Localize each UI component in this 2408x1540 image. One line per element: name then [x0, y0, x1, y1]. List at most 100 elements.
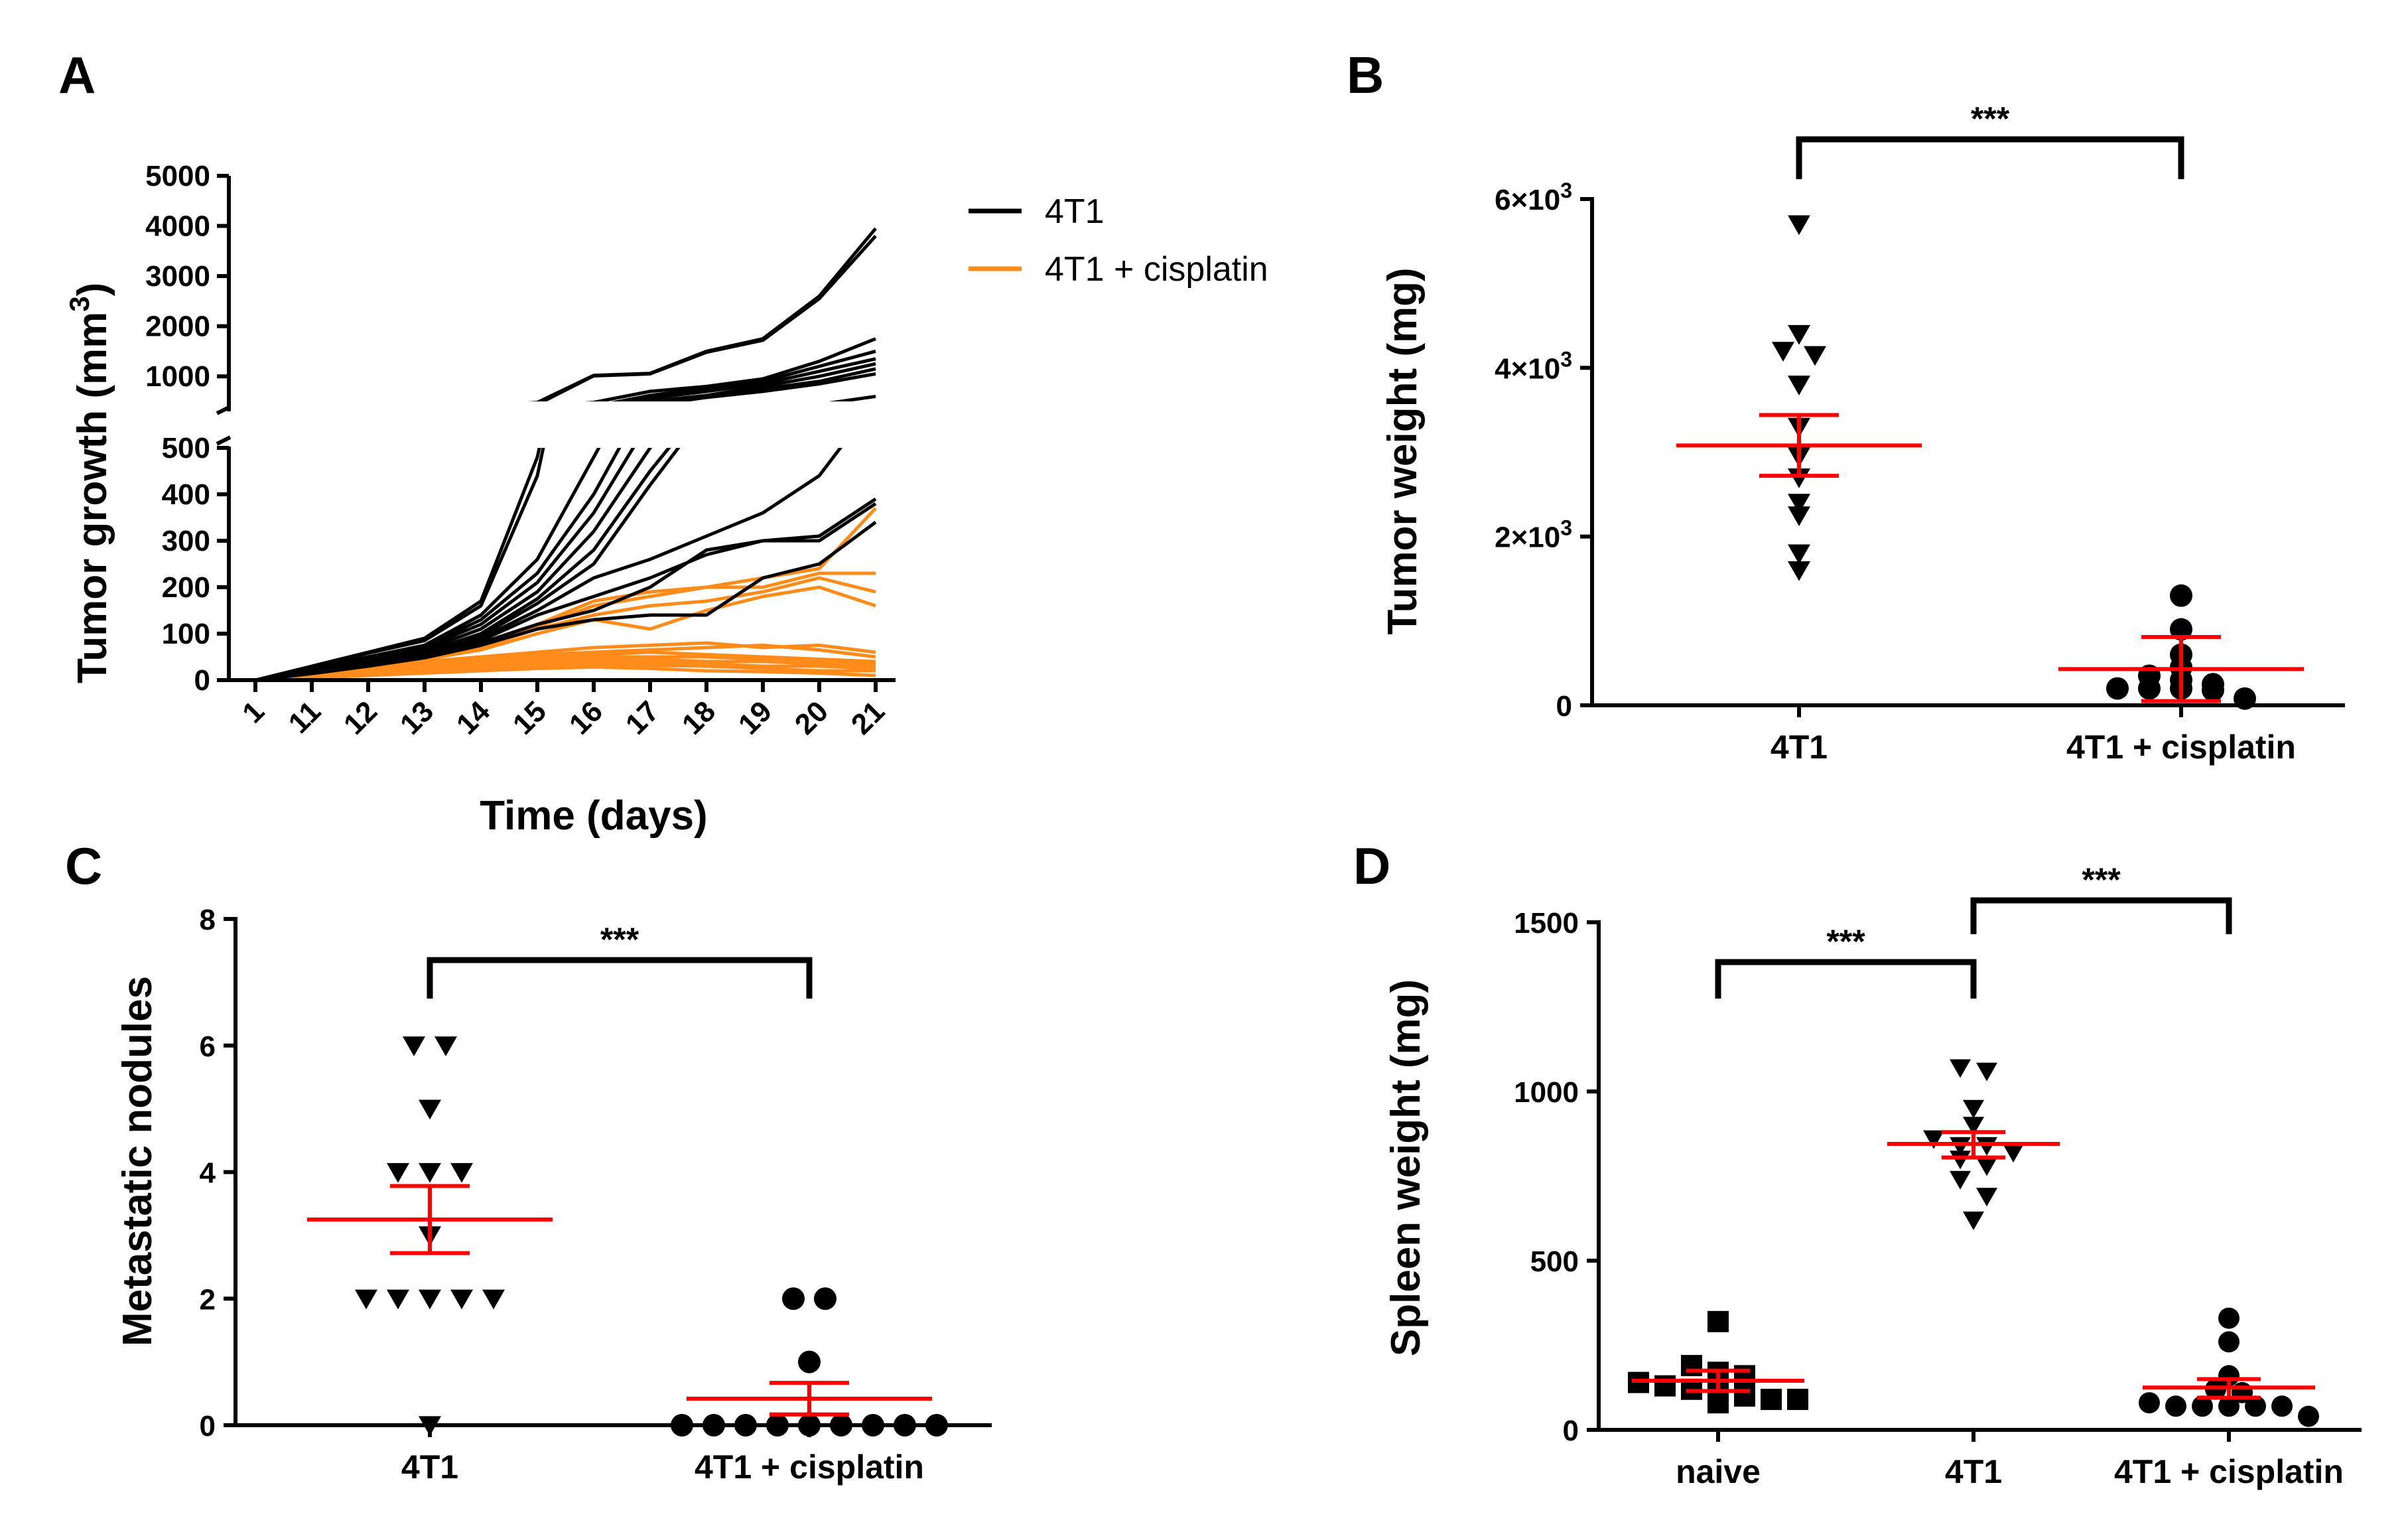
series-line-upper: [829, 394, 876, 401]
data-point-circle: [2106, 677, 2129, 700]
data-point-triangle-down: [419, 1289, 441, 1310]
data-point-triangle-down: [419, 1162, 441, 1183]
data-point-triangle-down: [1788, 324, 1810, 345]
series-line-upper: [617, 357, 876, 401]
significance-bracket: [427, 957, 813, 999]
y-tick-label: 4×103: [1495, 347, 1572, 385]
data-point-triangle-down: [1923, 1130, 1944, 1149]
data-point-circle: [798, 1350, 821, 1373]
x-tick-label: 17: [620, 695, 665, 740]
data-point-circle: [766, 1414, 789, 1436]
y-tick-label-base: 6×10: [1495, 184, 1560, 216]
data-point-triangle-down: [482, 1289, 505, 1310]
series-line-upper: [610, 350, 876, 401]
data-point-circle: [2165, 1395, 2186, 1417]
panel-c-y-axis-title: Metastatic nodules: [115, 976, 161, 1346]
y-tick-label: 2×103: [1495, 516, 1572, 554]
y-tick-label: 2: [200, 1283, 216, 1316]
data-point-circle: [2139, 1392, 2160, 1414]
x-tick-label: 16: [563, 695, 609, 740]
data-point-circle: [2192, 1395, 2213, 1417]
data-point-triangle-down: [435, 1036, 457, 1056]
y-tick-label: 3000: [145, 260, 210, 293]
y-tick-label: 6×103: [1495, 178, 1572, 216]
y-tick-label: 4: [200, 1157, 216, 1190]
y-tick-label-exponent: 3: [1560, 178, 1572, 202]
panel-a-legend: 4T1 4T1 + cisplatin: [969, 192, 1268, 289]
legend-label-cisplatin: 4T1 + cisplatin: [1045, 250, 1268, 289]
data-point-circle: [671, 1414, 693, 1436]
x-tick-label: 20: [789, 695, 835, 740]
panel-b-y-axis-title: Tumor weight (mg): [1380, 267, 1426, 634]
data-point-circle: [2218, 1307, 2240, 1329]
panel-a-y-axis-title: Tumor growth (mm3): [64, 283, 115, 683]
series-line-upper: [656, 367, 876, 401]
data-point-triangle-down: [387, 1162, 409, 1183]
panel-letter-b: B: [1347, 46, 1384, 104]
data-point-triangle-down: [1788, 468, 1810, 488]
data-point-triangle-down: [1976, 1137, 1997, 1156]
panel-letter-a: A: [58, 46, 96, 104]
y-tick-label: 0: [1556, 690, 1572, 723]
y-tick-label: 0: [194, 664, 210, 697]
series-line-lower: [255, 448, 671, 682]
significance-bracket: [1796, 136, 2184, 179]
data-point-triangle-down: [1788, 506, 1810, 527]
y-tick-label-base: 4×10: [1495, 352, 1560, 385]
y-tick-label-exponent: 3: [1560, 516, 1572, 540]
data-point-triangle-down: [2003, 1144, 2024, 1162]
y-tick-label: 2000: [145, 311, 210, 343]
y-tick-label: 100: [162, 618, 210, 650]
data-point-triangle-down: [1788, 215, 1810, 236]
data-point-triangle-down: [450, 1162, 473, 1183]
y-tick-label: 1000: [145, 360, 210, 393]
panel-c-scatter-chart: Metastatic nodules 0 2 4 6 8 4T1 4T1 + cisplat…: [115, 904, 992, 1486]
panel-d-y-axis-title: Spleen weight (mg): [1383, 979, 1429, 1356]
data-point-triangle-down: [1963, 1117, 1984, 1136]
x-category-label: 4T1 + cisplatin: [2066, 729, 2296, 766]
data-point-circle: [2234, 687, 2256, 710]
significance-label: ***: [600, 921, 639, 958]
data-point-triangle-down: [1772, 342, 1794, 362]
data-point-circle: [702, 1414, 725, 1436]
data-point-square: [1761, 1389, 1782, 1411]
y-tick-label: 0: [1563, 1415, 1579, 1447]
data-point-square: [1787, 1389, 1808, 1411]
y-tick-label: 5000: [145, 160, 210, 192]
y-tick-label: 1000: [1514, 1076, 1579, 1109]
data-point-triangle-down: [1963, 1212, 1984, 1230]
data-point-triangle-down: [1788, 561, 1810, 581]
data-point-circle: [2218, 1331, 2240, 1353]
panel-a-x-axis-title: Time (days): [480, 793, 707, 839]
series-line-lower: [255, 448, 545, 682]
series-line-lower: [255, 520, 877, 682]
significance-bracket: [1715, 959, 1977, 999]
data-point-circle: [782, 1287, 805, 1310]
x-tick-label: 19: [732, 695, 778, 740]
series-line-lower: [255, 665, 876, 682]
legend-label-4t1: 4T1: [1045, 192, 1104, 231]
significance-label: ***: [1826, 923, 1865, 960]
x-tick-label: 1: [236, 695, 271, 729]
x-category-label: naive: [1676, 1453, 1761, 1490]
x-tick-label: 14: [450, 695, 497, 741]
data-point-square: [1707, 1392, 1729, 1414]
x-tick-label: 11: [283, 695, 328, 740]
data-point-circle: [830, 1414, 852, 1436]
significance-label: ***: [2082, 861, 2121, 898]
data-point-triangle-down: [1950, 1151, 1971, 1170]
upper-plot-area: [528, 227, 877, 401]
y-tick-label: 500: [162, 432, 210, 464]
y-tick-label: 0: [200, 1410, 216, 1442]
series-line-lower: [255, 448, 601, 682]
x-category-label: 4T1 + cisplatin: [2114, 1453, 2344, 1490]
data-point-circle: [894, 1414, 916, 1436]
data-point-square: [1734, 1385, 1755, 1407]
series-line-lower: [255, 448, 541, 682]
data-point-circle: [814, 1287, 836, 1310]
data-point-triangle-down: [403, 1036, 425, 1056]
y-tick-label: 500: [1530, 1245, 1579, 1278]
data-point-triangle-down: [419, 1099, 441, 1120]
